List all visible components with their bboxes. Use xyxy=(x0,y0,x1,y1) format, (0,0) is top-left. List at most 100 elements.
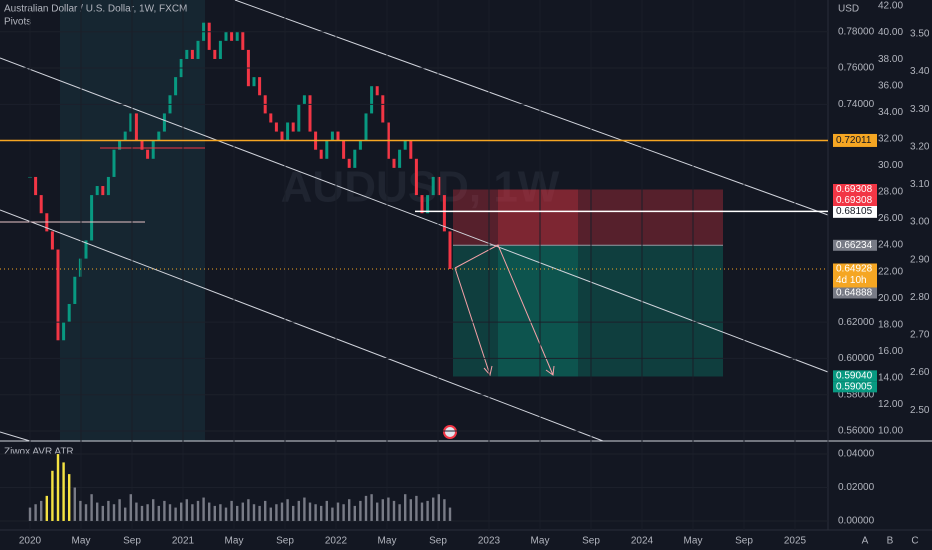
time-tick-label: Sep xyxy=(276,536,294,547)
atr-bar xyxy=(392,500,396,521)
level-label: 0.68105 xyxy=(836,206,873,217)
price-label-bg xyxy=(833,195,877,207)
atr-bar xyxy=(101,505,104,521)
atr-bar xyxy=(180,502,183,521)
price-tick-label: 0.76000 xyxy=(838,63,875,74)
corner-button[interactable]: C xyxy=(911,536,918,547)
candle xyxy=(224,31,228,41)
atr-bar xyxy=(364,495,368,521)
candle xyxy=(90,195,94,241)
atr-bar xyxy=(398,504,401,521)
candle xyxy=(50,231,54,250)
candle xyxy=(403,140,407,150)
atr-bar xyxy=(331,507,334,521)
time-tick-label: 2024 xyxy=(631,536,654,547)
atr-bar xyxy=(96,502,99,521)
candle xyxy=(347,158,351,168)
event-flag[interactable] xyxy=(443,425,457,439)
time-tick-label: 2025 xyxy=(784,536,807,547)
atr-bar xyxy=(56,454,60,521)
watermark: AUDUSD, 1W xyxy=(281,163,560,212)
atr-bar xyxy=(409,499,412,521)
candle xyxy=(308,95,312,132)
atr-bar xyxy=(230,500,233,521)
price-label: 0.59040 xyxy=(836,370,873,381)
position-tool xyxy=(453,189,723,377)
atr-bar xyxy=(280,502,284,521)
candle xyxy=(431,176,435,196)
axis3-tick-label: 3.20 xyxy=(910,141,930,152)
candle xyxy=(409,140,413,159)
atr-bar xyxy=(140,505,144,521)
time-tick-label: May xyxy=(225,536,244,547)
candle xyxy=(302,95,306,105)
price-tick-label: 0.74000 xyxy=(838,99,875,110)
candle xyxy=(140,140,144,150)
atr-bar xyxy=(443,499,446,521)
candle xyxy=(442,195,446,232)
atr-bar xyxy=(252,504,256,521)
price-tick-label: 0.62000 xyxy=(838,317,875,328)
atr-bar xyxy=(359,500,362,521)
atr-bar xyxy=(157,505,160,521)
price-label-bg xyxy=(833,263,877,288)
candle xyxy=(414,158,418,196)
candle xyxy=(437,176,441,196)
atr-bar xyxy=(348,499,351,521)
axis3-tick-label: 2.80 xyxy=(910,292,930,303)
atr-bar xyxy=(353,505,356,521)
candle xyxy=(162,113,166,132)
atr-bar xyxy=(62,462,65,521)
candle xyxy=(67,303,71,323)
axis2-tick-label: 32.00 xyxy=(878,133,903,144)
candle xyxy=(157,131,161,141)
candle xyxy=(235,31,239,41)
candle xyxy=(291,122,295,132)
corner-button[interactable]: B xyxy=(887,536,894,547)
atr-bar xyxy=(213,505,216,521)
atr-bar xyxy=(275,504,278,521)
candle xyxy=(448,231,452,269)
atr-bar xyxy=(303,497,306,521)
axis3-tick-label: 3.40 xyxy=(910,66,930,77)
axis2-tick-label: 26.00 xyxy=(878,213,903,224)
channel-top xyxy=(234,0,829,216)
axis3-tick-label: 3.30 xyxy=(910,104,930,115)
axis2-tick-label: 24.00 xyxy=(878,240,903,251)
time-tick-label: May xyxy=(378,536,397,547)
candle xyxy=(269,113,273,123)
atr-bar xyxy=(68,474,71,521)
atr-bar xyxy=(376,502,379,521)
candle xyxy=(230,31,234,41)
candle xyxy=(297,104,301,132)
atr-bar xyxy=(129,494,132,521)
forecast-arrows xyxy=(454,244,555,377)
price-label-bg xyxy=(833,370,877,382)
candle xyxy=(39,195,43,214)
atr-bar xyxy=(51,470,54,521)
axis3-tick-label: 2.90 xyxy=(910,254,930,265)
candle xyxy=(280,131,284,141)
stop-zone-dark xyxy=(498,189,578,246)
time-tick-label: Sep xyxy=(429,536,447,547)
atr-bar xyxy=(247,499,250,521)
candle xyxy=(274,122,278,132)
atr-bar xyxy=(297,500,300,521)
atr-bar xyxy=(236,505,239,521)
candle xyxy=(112,149,116,177)
axis2-tick-label: 42.00 xyxy=(878,1,903,12)
atr-tick-label: 0.04000 xyxy=(838,449,875,460)
candle xyxy=(252,77,256,87)
time-tick-label: May xyxy=(684,536,703,547)
candle xyxy=(420,195,424,214)
corner-button[interactable]: A xyxy=(862,536,869,547)
axis2-tick-label: 20.00 xyxy=(878,293,903,304)
candle xyxy=(196,40,200,59)
candle xyxy=(426,195,430,214)
price-label: 0.64928 xyxy=(836,264,873,275)
atr-bar xyxy=(34,504,37,521)
price-label: 0.66234 xyxy=(836,240,873,251)
atr-bar xyxy=(224,507,228,521)
candle xyxy=(106,176,110,196)
price-label-bg xyxy=(833,239,877,251)
